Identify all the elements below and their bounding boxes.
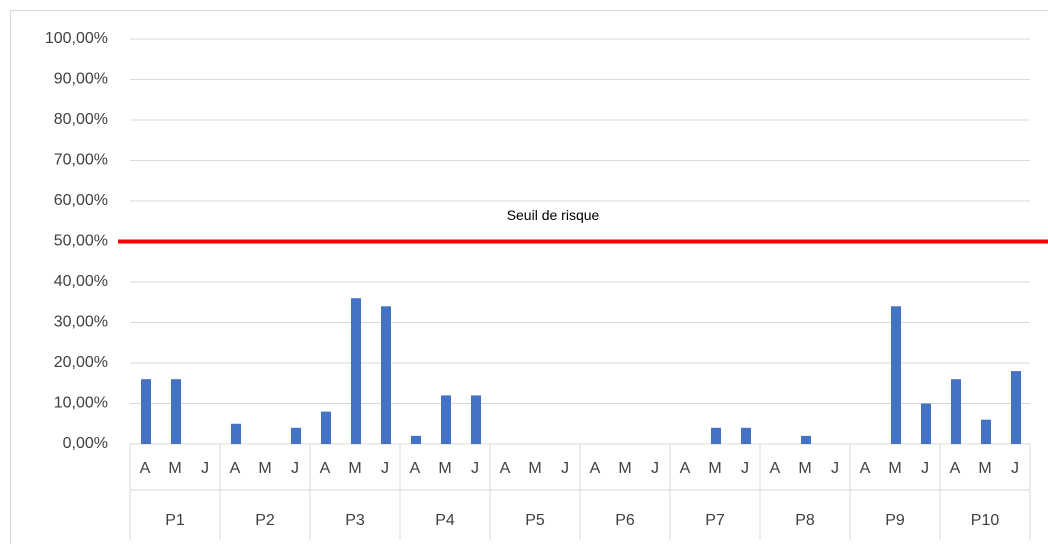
- bar: [141, 379, 151, 444]
- bar: [801, 435, 811, 444]
- group-label: P4: [435, 512, 455, 529]
- y-tick-label: 0,00%: [63, 435, 108, 452]
- x-tick-label: A: [860, 460, 871, 477]
- group-label: P2: [255, 512, 275, 529]
- x-tick-label: A: [500, 460, 511, 477]
- bar: [441, 395, 451, 444]
- threshold-label: Seuil de risque: [507, 207, 600, 223]
- x-tick-label: M: [348, 460, 361, 477]
- bar: [171, 379, 181, 444]
- group-label: P6: [615, 512, 635, 529]
- x-tick-label: J: [921, 460, 929, 477]
- x-tick-label: M: [258, 460, 271, 477]
- y-tick-label: 40,00%: [54, 273, 108, 290]
- x-tick-label: A: [770, 460, 781, 477]
- x-tick-label: M: [888, 460, 901, 477]
- y-tick-label: 10,00%: [54, 395, 108, 412]
- x-tick-label: M: [798, 460, 811, 477]
- bar: [891, 306, 901, 444]
- group-label: P9: [885, 512, 905, 529]
- x-tick-label: J: [471, 460, 479, 477]
- x-tick-label: A: [950, 460, 961, 477]
- bar: [981, 419, 991, 444]
- group-label: P1: [165, 512, 185, 529]
- x-tick-label: M: [168, 460, 181, 477]
- x-tick-label: M: [528, 460, 541, 477]
- x-tick-label: J: [831, 460, 839, 477]
- x-tick-label: J: [651, 460, 659, 477]
- bar: [471, 395, 481, 444]
- x-tick-label: M: [978, 460, 991, 477]
- bar: [711, 427, 721, 444]
- x-tick-label: A: [590, 460, 601, 477]
- x-tick-label: J: [741, 460, 749, 477]
- y-tick-label: 100,00%: [45, 30, 108, 47]
- bar: [951, 379, 961, 444]
- group-label: P7: [705, 512, 725, 529]
- x-tick-label: M: [708, 460, 721, 477]
- bar: [231, 423, 241, 444]
- bar: [291, 427, 301, 444]
- group-label: P10: [971, 512, 1000, 529]
- y-tick-label: 30,00%: [54, 314, 108, 331]
- group-label: P8: [795, 512, 815, 529]
- x-tick-label: A: [410, 460, 421, 477]
- x-tick-label: J: [291, 460, 299, 477]
- x-tick-label: A: [230, 460, 241, 477]
- bar: [741, 427, 751, 444]
- y-tick-label: 20,00%: [54, 354, 108, 371]
- y-tick-label: 70,00%: [54, 152, 108, 169]
- chart-frame: [10, 10, 1048, 544]
- y-tick-label: 60,00%: [54, 192, 108, 209]
- y-tick-label: 80,00%: [54, 111, 108, 128]
- bar: [921, 403, 931, 444]
- x-tick-label: J: [381, 460, 389, 477]
- y-tick-label: 50,00%: [54, 233, 108, 250]
- x-tick-label: J: [201, 460, 209, 477]
- x-tick-label: J: [561, 460, 569, 477]
- bar: [321, 411, 331, 444]
- group-label: P3: [345, 512, 365, 529]
- x-tick-label: A: [320, 460, 331, 477]
- x-tick-label: M: [438, 460, 451, 477]
- x-tick-label: A: [680, 460, 691, 477]
- y-tick-label: 90,00%: [54, 71, 108, 88]
- bar: [381, 306, 391, 444]
- x-tick-label: A: [140, 460, 151, 477]
- x-tick-label: J: [1011, 460, 1019, 477]
- bar: [411, 435, 421, 444]
- bar: [351, 298, 361, 444]
- x-tick-label: M: [618, 460, 631, 477]
- bar: [1011, 371, 1021, 444]
- group-label: P5: [525, 512, 545, 529]
